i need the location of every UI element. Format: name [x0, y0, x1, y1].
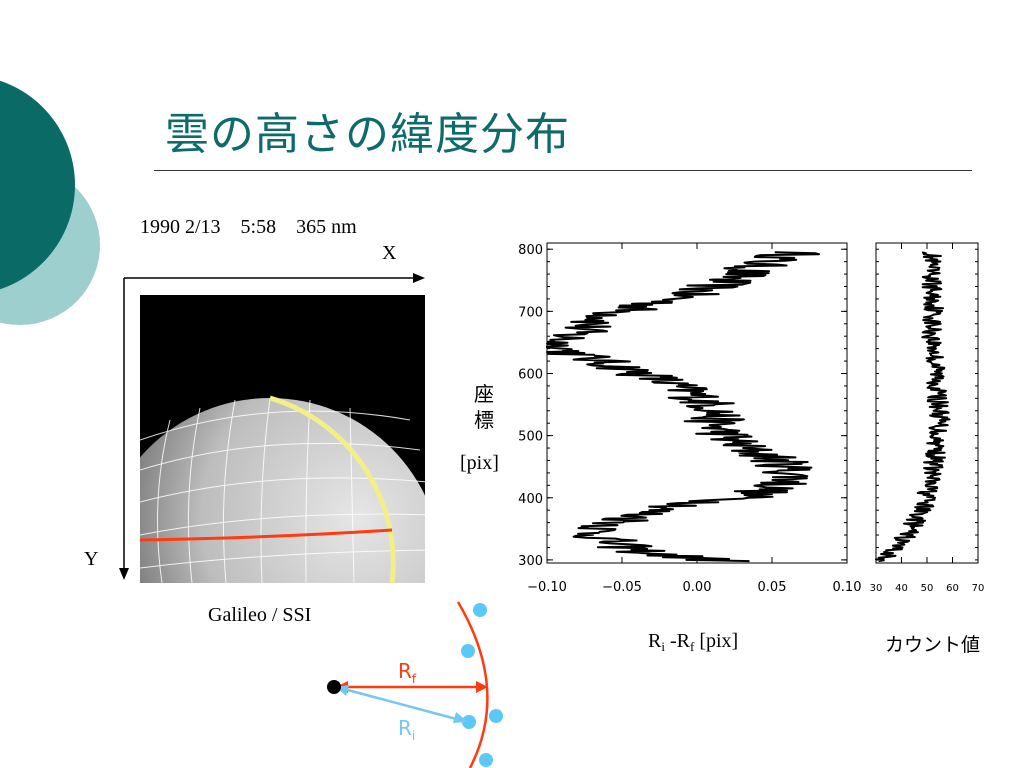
series-line	[546, 251, 820, 563]
limb-point	[473, 603, 487, 617]
y-tick-label: 400	[518, 492, 543, 507]
limb-arc	[269, 395, 396, 583]
center-point	[327, 680, 341, 694]
x-tick-label: −0.05	[602, 580, 642, 595]
limb-point	[489, 709, 503, 723]
image-credit: Galileo / SSI	[208, 604, 312, 626]
decorative-circles	[0, 80, 100, 325]
slide-title: 雲の高さの緯度分布	[165, 109, 570, 160]
rf-arrow-head-right	[476, 681, 488, 693]
y-tick-label: 700	[518, 305, 543, 320]
y-tick-label: 300	[518, 554, 543, 569]
x-tick-label: 0.00	[683, 580, 712, 595]
lat-lon-grid	[140, 397, 425, 583]
x-tick-label: 40	[895, 583, 908, 594]
x-tick-label: 0.05	[758, 580, 787, 595]
ri-arrow	[343, 687, 461, 722]
limb-point	[479, 753, 493, 767]
x-tick-label: 30	[870, 583, 883, 594]
y-tick-label: 500	[518, 430, 543, 445]
deco-circle-dark	[0, 80, 75, 290]
limb-point	[461, 644, 475, 658]
ylabel-unit: [pix]	[460, 452, 499, 474]
ri-rf-chart: 300 400 500 600 700 800 −0.10 −0.05 0.00 0.05 0.10	[518, 242, 862, 595]
x-tick-label: −0.10	[527, 580, 567, 595]
count-chart: 203040506070	[870, 242, 985, 594]
ylabel-char-2: 標	[474, 410, 494, 432]
count-xlabel: カウント値	[885, 634, 981, 656]
radius-diagram: Rf Ri	[327, 601, 503, 768]
rf-label: Rf	[398, 659, 417, 686]
plot-frame	[875, 242, 979, 564]
x-arrow-head	[413, 273, 425, 283]
x-tick-label: 60	[946, 583, 959, 594]
image-caption: 1990 2/13 5:58 365 nm	[140, 216, 357, 238]
y-arrow-head	[119, 568, 129, 580]
axis-y-label: Y	[84, 548, 99, 570]
ri-arrow-head	[453, 712, 468, 723]
y-tick-label: 800	[518, 243, 543, 258]
x-tick-label: 50	[921, 583, 934, 594]
axis-x-label: X	[382, 242, 397, 264]
x-tick-label: 0.10	[833, 580, 862, 595]
ri-label: Ri	[398, 716, 415, 743]
title-rule	[154, 170, 972, 171]
main-xlabel: Ri -Rf [pix]	[648, 630, 739, 654]
limb-point	[462, 715, 476, 729]
x-tick-label: 70	[972, 583, 985, 594]
venus-image-panel	[119, 273, 425, 583]
series-line	[875, 251, 951, 563]
ylabel-char-1: 座	[474, 384, 494, 406]
y-tick-label: 600	[518, 367, 543, 382]
profile-line	[140, 528, 393, 542]
